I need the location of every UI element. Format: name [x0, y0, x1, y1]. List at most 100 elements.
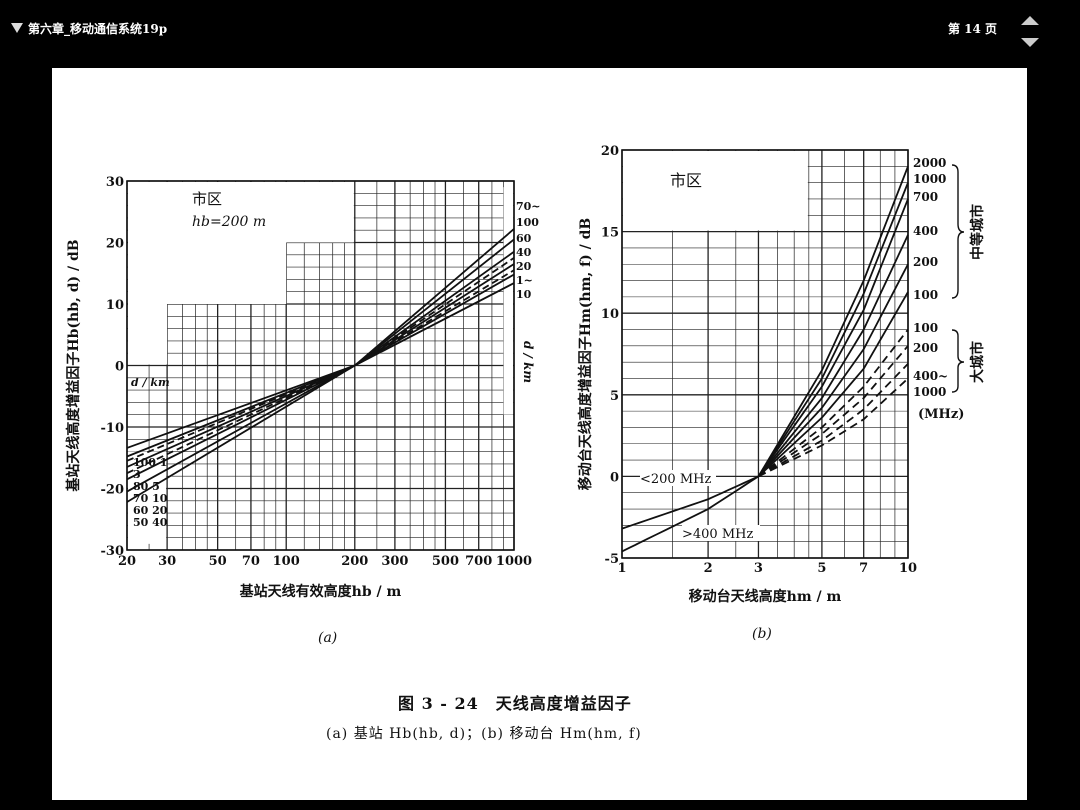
big-city-freq-label: 400~	[913, 369, 948, 383]
left-d-label: 80 5	[133, 480, 160, 493]
x-tick-label: 200	[341, 554, 368, 569]
big-city-freq-label: 1000	[913, 385, 946, 399]
panel-a-label: (a)	[318, 630, 338, 646]
y-tick-label: 0	[115, 360, 124, 375]
annotation-box	[623, 151, 808, 231]
plot-frame	[621, 149, 909, 559]
page-indicator: 第 14 页	[948, 22, 998, 36]
chart-b-series	[621, 165, 909, 553]
series-line-b-5	[757, 198, 909, 477]
mid-city-freq-label: 200	[913, 255, 938, 269]
big-city-freq-label: 200	[913, 341, 938, 355]
series-line-b-2	[621, 475, 759, 553]
unit-label: (MHz)	[918, 407, 964, 422]
series-line-b-6	[757, 234, 909, 477]
collapse-triangle-icon[interactable]	[11, 23, 23, 33]
right-d-label: 40	[516, 246, 532, 259]
area-label: 市区	[192, 190, 222, 208]
panel-b-label: (b)	[752, 626, 772, 642]
left-d-label: 70 10	[133, 492, 168, 505]
right-axis-unit: d / km	[521, 341, 535, 383]
x-tick-label: 500	[432, 554, 459, 569]
x-tick-label: 1000	[496, 554, 532, 569]
big-city-brace	[951, 329, 965, 393]
left-d-label: 3	[133, 468, 141, 481]
label-gt400: >400 MHz	[682, 527, 753, 542]
x-axis-label: 基站天线有效高度hb / m	[240, 583, 402, 600]
right-d-label: 100	[516, 216, 539, 229]
x-tick-label: 70	[242, 554, 260, 569]
left-d-label: 50 40	[133, 516, 168, 529]
y-tick-label: 10	[106, 298, 124, 313]
x-tick-label: 20	[118, 554, 136, 569]
mid-city-freq-label: 2000	[913, 156, 946, 170]
chart-a-series	[126, 228, 515, 503]
series-line-a-7	[126, 269, 515, 462]
series-line-b-8	[757, 291, 909, 478]
series-line-b-4	[757, 182, 909, 477]
caption-subtitle: (a) 基站 Hb(hb, d)；(b) 移动台 Hm(hm, f)	[326, 726, 642, 742]
chart-a-grid	[126, 180, 515, 551]
left-d-label: 60 20	[133, 504, 168, 517]
x-tick-label: 700	[465, 554, 492, 569]
x-tick-label: 2	[704, 561, 713, 576]
right-d-label: 70~	[516, 200, 541, 213]
y-tick-label: 10	[601, 307, 619, 322]
x-tick-label: 50	[209, 554, 227, 569]
annotation-box	[128, 304, 168, 365]
mid-city-label: 中等城市	[969, 204, 986, 260]
series-line-a-8	[126, 257, 515, 474]
left-d-label: 100 1	[133, 456, 167, 469]
series-line-b-11	[758, 363, 909, 478]
x-tick-label: 7	[859, 561, 868, 576]
left-axis-unit: d / km	[131, 376, 170, 389]
x-tick-label: 30	[158, 554, 176, 569]
annotation-box	[128, 242, 287, 304]
y-tick-label: 20	[106, 237, 124, 252]
page-up-arrow-icon[interactable]	[1021, 16, 1039, 25]
x-tick-label: 300	[381, 554, 408, 569]
document-title: 第六章_移动通信系统19p	[28, 22, 168, 36]
chart-b-grid	[621, 149, 909, 559]
x-axis-label: 移动台天线高度hm / m	[689, 588, 842, 605]
y-tick-label: 0	[610, 470, 619, 485]
annotation-box	[128, 182, 354, 243]
x-tick-label: 100	[273, 554, 300, 569]
mid-city-brace	[951, 164, 965, 299]
y-tick-label: 30	[106, 175, 124, 190]
series-line-b-7	[757, 263, 909, 478]
series-line-b-1	[621, 475, 759, 530]
mid-city-freq-label: 100	[913, 288, 938, 302]
big-city-freq-label: 100	[913, 321, 938, 335]
mid-city-freq-label: 700	[913, 190, 938, 204]
y-tick-label: -20	[101, 483, 125, 498]
x-tick-label: 10	[899, 561, 917, 576]
chart-b-labels: 1 2 3 5 7 10 -5 0 5 10 15 20 移动台天线高度hm / m 移动台天线高度增益因…	[577, 144, 986, 605]
annotation-box	[503, 187, 513, 415]
x-tick-label: 1	[617, 561, 626, 576]
label-lt200: <200 MHz	[640, 472, 711, 487]
series-line-b-12	[758, 377, 909, 478]
y-tick-label: 5	[610, 389, 619, 404]
x-tick-label: 5	[817, 561, 826, 576]
viewer-toolbar: 第六章_移动通信系统19p 第 14 页	[0, 0, 1080, 66]
mid-city-freq-label: 1000	[913, 172, 946, 186]
y-tick-label: -30	[101, 544, 125, 559]
series-line-b-3	[757, 165, 909, 477]
area-label: 市区	[670, 171, 702, 190]
y-tick-label: -5	[605, 552, 619, 567]
y-tick-label: 15	[601, 226, 619, 241]
y-tick-label: 20	[601, 144, 619, 159]
plot-frame	[126, 180, 515, 551]
page-down-arrow-icon[interactable]	[1021, 38, 1039, 47]
chart-a-labels: 20 30 50 70 100 200 300 500 700 1000 -30 -20 -10 0 10 2…	[65, 175, 541, 600]
big-city-label: 大城市	[969, 341, 986, 383]
mid-city-freq-label: 400	[913, 224, 938, 238]
label-bg	[682, 525, 760, 541]
label-bg	[640, 470, 716, 486]
caption-title: 图 3 - 24 天线高度增益因子	[398, 694, 632, 713]
x-tick-label: 3	[754, 561, 763, 576]
right-d-label: 1~	[516, 274, 533, 287]
y-axis-label: 移动台天线高度增益因子Hm(hm, f) / dB	[577, 218, 594, 491]
